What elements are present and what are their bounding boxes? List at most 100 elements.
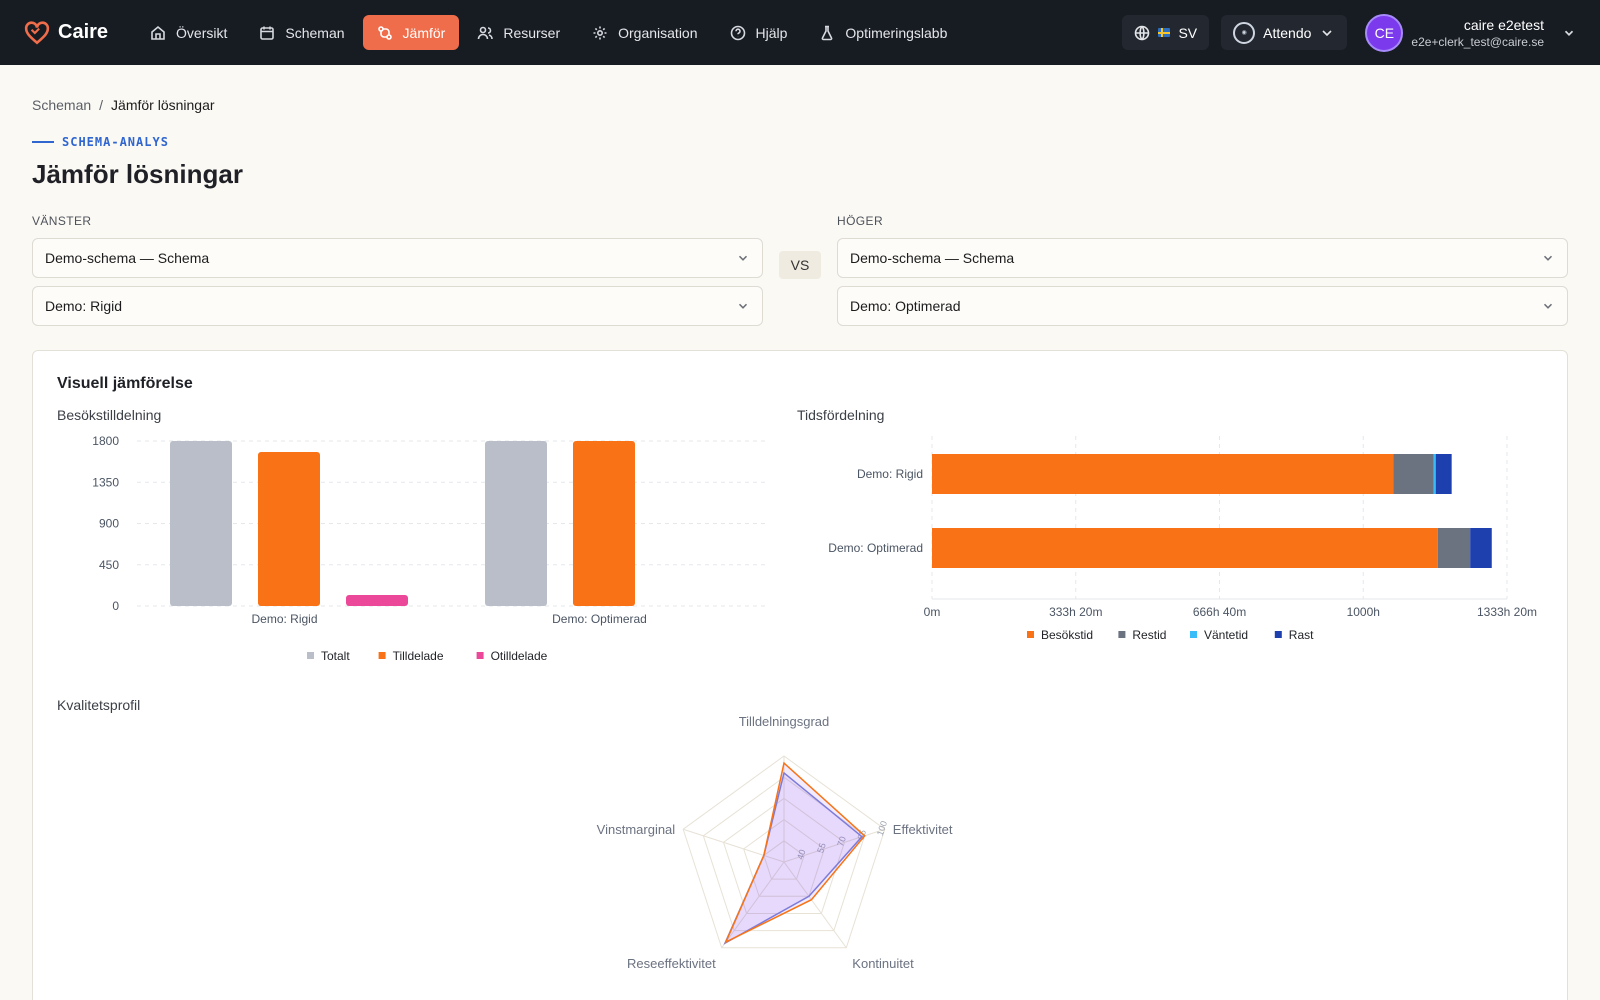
user-info: caire e2etest e2e+clerk_test@caire.se (1411, 17, 1544, 49)
y-tick-label: 0 (112, 599, 119, 613)
card-title: Visuell jämförelse (57, 375, 193, 392)
globe-icon (1135, 25, 1150, 40)
bar-segment-besökstid (932, 528, 1438, 568)
nav-item-scheman[interactable]: Scheman (245, 15, 358, 50)
legend-swatch (378, 652, 386, 659)
bar-segment-restid (1437, 528, 1471, 568)
chevron-down-icon (1322, 29, 1332, 36)
radar-axis-label: Tilldelningsgrad (739, 714, 830, 729)
chevron-down-icon (1543, 303, 1553, 309)
radar-grid-ring (743, 818, 825, 897)
sweden-flag-icon (1158, 28, 1171, 37)
bar-tilldelade (258, 452, 320, 606)
home-icon (151, 25, 165, 40)
chart-title-besokstilldelning: Besökstilldelning (57, 407, 161, 423)
right-label: HÖGER (837, 214, 884, 228)
charts-canvas: Besökstilldelning 0 450 900 1350 1800 Demo: Ri… (57, 407, 1537, 971)
topbar-tools: SV ◉ Attendo CE caire e2etest e2e+clerk_… (1122, 0, 1576, 65)
nav-label: Optimeringslabb (845, 24, 948, 41)
avatar: CE (1365, 13, 1404, 52)
gear-icon (593, 26, 607, 39)
y-tick-label: 450 (99, 558, 119, 572)
left-schedule-select[interactable]: Demo-schema — Schema (32, 238, 763, 278)
breadcrumb-link-scheman[interactable]: Scheman (32, 97, 92, 113)
bar-segment-restid (1393, 454, 1434, 494)
y-tick-label: Demo: Optimerad (828, 541, 923, 555)
radar-axis-label: Reseeffektivitet (627, 956, 716, 971)
select-value: Demo-schema — Schema (850, 250, 1015, 266)
radar-axis-label: Kontinuitet (852, 956, 914, 971)
legend-label: Restid (1132, 628, 1166, 642)
legend-label: Totalt (321, 649, 350, 663)
y-tick-label: 900 (99, 517, 119, 531)
breadcrumb-current: Jämför lösningar (111, 97, 215, 113)
nav-item-organisation[interactable]: Organisation (578, 15, 711, 50)
breadcrumb: Scheman / Jämför lösningar (32, 97, 1568, 113)
compare-icon (377, 25, 392, 40)
radar-tick-label: 100 (875, 820, 889, 837)
legend-label: Tilldelade (393, 649, 444, 663)
legend-swatch (1027, 631, 1034, 638)
nav-item-optimeringslabb[interactable]: Optimeringslabb (805, 15, 961, 50)
right-selector: HÖGER Demo-schema — Schema Demo: Optimer… (837, 214, 1568, 334)
breadcrumb-separator: / (99, 97, 104, 113)
brand-logo[interactable]: Caire (24, 20, 108, 46)
radar-spoke (783, 861, 847, 949)
radar-grid-ring (763, 840, 805, 880)
select-value: Demo-schema — Schema (45, 250, 210, 266)
nav-label: Resurser (503, 24, 561, 41)
visual-comparison-card: Visuell jämförelse Besökstilldelning 0 450… (32, 350, 1568, 1000)
help-icon (730, 25, 745, 40)
eyebrow-line (32, 141, 54, 143)
bar-segment-besökstid (932, 454, 1394, 494)
org-switcher[interactable]: ◉ Attendo (1221, 15, 1348, 50)
chart-title-tidsfordelning: Tidsfördelning (797, 407, 884, 423)
legend-label: Besökstid (1041, 628, 1093, 642)
bar-tilldelade (573, 441, 635, 606)
user-menu[interactable]: CE caire e2etest e2e+clerk_test@caire.se (1365, 13, 1576, 52)
bar-totalt (485, 441, 547, 606)
bar-totalt (170, 441, 232, 606)
bar-segment-rast (1435, 454, 1452, 494)
nav-item-hjalp[interactable]: Hjälp (716, 15, 802, 50)
page-title: Jämför lösningar (32, 159, 243, 189)
left-solution-select[interactable]: Demo: Rigid (32, 286, 763, 326)
radar-axis-label: Effektivitet (893, 822, 953, 837)
user-email: e2e+clerk_test@caire.se (1411, 34, 1544, 49)
page-eyebrow: SCHEMA-ANALYS (32, 135, 1568, 149)
solution-selectors: VÄNSTER Demo-schema — Schema Demo: Rigid… (32, 214, 1568, 334)
chart-title-kvalitetsprofil: Kvalitetsprofil (57, 697, 140, 713)
radar-spoke (683, 828, 785, 863)
select-value: Demo: Rigid (45, 298, 123, 314)
x-tick-label: 1000h (1347, 605, 1380, 619)
user-name: caire e2etest (1463, 16, 1544, 33)
nav-item-jamfor[interactable]: Jämför (362, 15, 460, 50)
radar-grid-ring (702, 776, 866, 932)
chevron-down-icon (738, 255, 748, 261)
bar-otilldelade (346, 595, 408, 606)
language-switcher[interactable]: SV (1122, 15, 1210, 50)
nav-label: Översikt (176, 24, 228, 41)
nav-label: Jämför (402, 24, 446, 41)
legend-swatch (307, 652, 314, 659)
nav-label: Organisation (618, 24, 698, 41)
right-schedule-select[interactable]: Demo-schema — Schema (837, 238, 1568, 278)
org-logo-icon: ◉ (1233, 21, 1256, 44)
eyebrow-text: SCHEMA-ANALYS (62, 135, 169, 149)
main-content: Scheman / Jämför lösningar SCHEMA-ANALYS… (0, 97, 1600, 1000)
nav-item-oversikt[interactable]: Översikt (136, 15, 241, 50)
flask-icon (822, 25, 833, 40)
right-solution-select[interactable]: Demo: Optimerad (837, 286, 1568, 326)
nav-label: Hjälp (755, 24, 788, 41)
language-label: SV (1178, 24, 1198, 41)
chevron-down-icon (1543, 255, 1553, 261)
radar-tick-label: 70 (835, 835, 848, 848)
radar-series-optimerad (724, 761, 866, 944)
nav-item-resurser[interactable]: Resurser (463, 15, 574, 50)
radar-spoke (721, 861, 785, 949)
radar-tick-label: 40 (795, 848, 808, 861)
heart-logo-icon (24, 20, 50, 44)
x-tick-label: 333h 20m (1049, 605, 1102, 619)
legend-swatch (1274, 631, 1282, 638)
x-tick-label: 666h 40m (1193, 605, 1246, 619)
